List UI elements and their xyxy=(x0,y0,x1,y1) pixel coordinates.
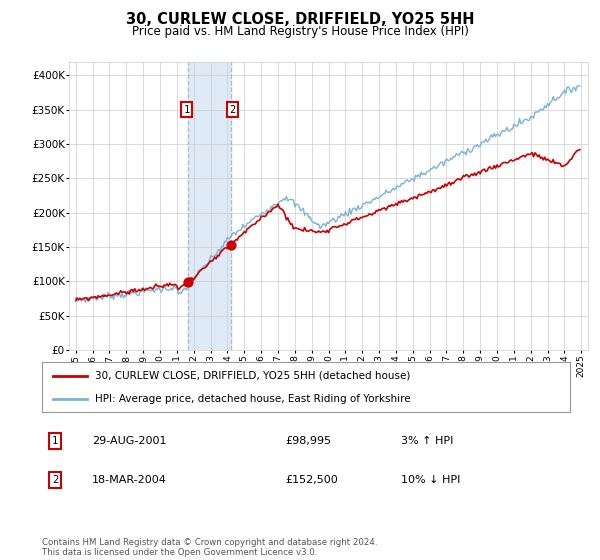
Text: 1: 1 xyxy=(183,105,190,115)
Text: 1: 1 xyxy=(52,436,58,446)
Text: 2: 2 xyxy=(229,105,236,115)
Text: HPI: Average price, detached house, East Riding of Yorkshire: HPI: Average price, detached house, East… xyxy=(95,394,410,404)
Text: 30, CURLEW CLOSE, DRIFFIELD, YO25 5HH: 30, CURLEW CLOSE, DRIFFIELD, YO25 5HH xyxy=(126,12,474,27)
Text: 2: 2 xyxy=(52,475,58,484)
Bar xyxy=(188,62,231,350)
Text: 30, CURLEW CLOSE, DRIFFIELD, YO25 5HH (detached house): 30, CURLEW CLOSE, DRIFFIELD, YO25 5HH (d… xyxy=(95,371,410,381)
Text: £152,500: £152,500 xyxy=(285,475,338,484)
Text: 18-MAR-2004: 18-MAR-2004 xyxy=(92,475,167,484)
Text: 3% ↑ HPI: 3% ↑ HPI xyxy=(401,436,454,446)
Point xyxy=(226,241,236,250)
Text: Contains HM Land Registry data © Crown copyright and database right 2024.
This d: Contains HM Land Registry data © Crown c… xyxy=(42,538,377,557)
Text: £98,995: £98,995 xyxy=(285,436,331,446)
Text: 10% ↓ HPI: 10% ↓ HPI xyxy=(401,475,460,484)
Point xyxy=(183,278,193,287)
Text: Price paid vs. HM Land Registry's House Price Index (HPI): Price paid vs. HM Land Registry's House … xyxy=(131,25,469,38)
Text: 29-AUG-2001: 29-AUG-2001 xyxy=(92,436,167,446)
